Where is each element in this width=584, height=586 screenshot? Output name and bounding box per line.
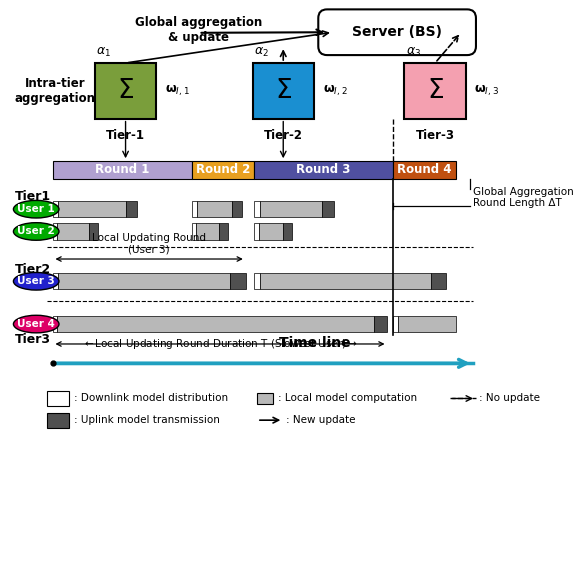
Bar	[259, 223, 283, 240]
Bar	[53, 161, 192, 179]
Ellipse shape	[13, 272, 59, 290]
Bar	[232, 201, 242, 217]
Text: Global Aggregation
Round Length ΔT: Global Aggregation Round Length ΔT	[473, 187, 574, 208]
Text: User 2: User 2	[18, 226, 55, 237]
Bar	[374, 316, 387, 332]
Bar	[283, 223, 291, 240]
Text: User 3: User 3	[18, 276, 55, 287]
Text: $\Sigma$: $\Sigma$	[117, 78, 134, 104]
Text: : Local model computation: : Local model computation	[278, 393, 417, 404]
Bar	[53, 223, 57, 240]
Text: $\alpha_2$: $\alpha_2$	[253, 46, 269, 60]
Bar	[322, 201, 334, 217]
Text: Intra-tier
aggregation: Intra-tier aggregation	[15, 77, 96, 105]
Text: Tier2: Tier2	[15, 263, 51, 276]
Bar	[196, 223, 220, 240]
Bar	[252, 63, 314, 118]
Text: Tier1: Tier1	[15, 190, 51, 203]
Text: $\alpha_3$: $\alpha_3$	[405, 46, 420, 60]
Text: Round 1: Round 1	[95, 163, 150, 176]
Bar	[53, 316, 57, 332]
Ellipse shape	[13, 315, 59, 333]
Text: : Uplink model transmission: : Uplink model transmission	[74, 415, 220, 425]
Bar	[95, 63, 157, 118]
Text: Round 3: Round 3	[296, 163, 351, 176]
Text: $\alpha_1$: $\alpha_1$	[96, 46, 111, 60]
Text: Global aggregation
& update: Global aggregation & update	[135, 16, 262, 45]
Bar	[257, 393, 273, 404]
Bar	[197, 201, 232, 217]
Text: Time line: Time line	[279, 336, 350, 350]
Bar	[260, 201, 322, 217]
Bar	[58, 273, 230, 289]
Bar	[192, 201, 197, 217]
Text: $\mathbf{\omega}_{I,2}$: $\mathbf{\omega}_{I,2}$	[322, 84, 347, 98]
Text: Server (BS): Server (BS)	[352, 25, 442, 39]
Text: : No update: : No update	[479, 393, 540, 404]
Bar	[393, 161, 456, 179]
Bar	[89, 223, 98, 240]
FancyBboxPatch shape	[318, 9, 476, 55]
Text: Tier-1: Tier-1	[106, 130, 145, 142]
Text: Round 4: Round 4	[397, 163, 451, 176]
Text: $\mathbf{\omega}_{I,3}$: $\mathbf{\omega}_{I,3}$	[474, 84, 499, 98]
Text: Local Updating Round
(User 3): Local Updating Round (User 3)	[92, 233, 206, 255]
Bar	[58, 201, 126, 217]
Bar	[57, 316, 374, 332]
Text: $\Sigma$: $\Sigma$	[274, 78, 292, 104]
Text: : New update: : New update	[286, 415, 356, 425]
Bar	[53, 201, 58, 217]
Bar	[393, 316, 398, 332]
Text: Tier3: Tier3	[15, 333, 51, 346]
Ellipse shape	[13, 200, 59, 218]
Text: $\Sigma$: $\Sigma$	[426, 78, 444, 104]
Ellipse shape	[13, 223, 59, 240]
Bar	[230, 273, 246, 289]
Text: User 1: User 1	[18, 204, 55, 214]
Text: Round 2: Round 2	[196, 163, 250, 176]
Text: Tier-3: Tier-3	[416, 130, 454, 142]
Bar	[254, 201, 260, 217]
Bar	[192, 223, 196, 240]
Text: User 4: User 4	[18, 319, 55, 329]
Bar	[404, 63, 466, 118]
Bar	[53, 273, 58, 289]
Bar	[254, 273, 260, 289]
Bar	[398, 316, 456, 332]
Bar	[57, 223, 89, 240]
Text: : Downlink model distribution: : Downlink model distribution	[74, 393, 228, 404]
Text: $\mathbf{\omega}_{I,1}$: $\mathbf{\omega}_{I,1}$	[165, 84, 190, 98]
Bar	[431, 273, 447, 289]
Text: $\leftarrow$Local Updating Round Duration T (Slowest User)$\rightarrow$: $\leftarrow$Local Updating Round Duratio…	[82, 337, 358, 351]
Bar	[254, 223, 259, 240]
Bar	[254, 161, 393, 179]
Bar	[220, 223, 228, 240]
Bar	[47, 391, 69, 406]
Text: Tier-2: Tier-2	[264, 130, 303, 142]
Bar	[47, 413, 69, 428]
Bar	[192, 161, 254, 179]
Bar	[260, 273, 431, 289]
Bar	[126, 201, 137, 217]
